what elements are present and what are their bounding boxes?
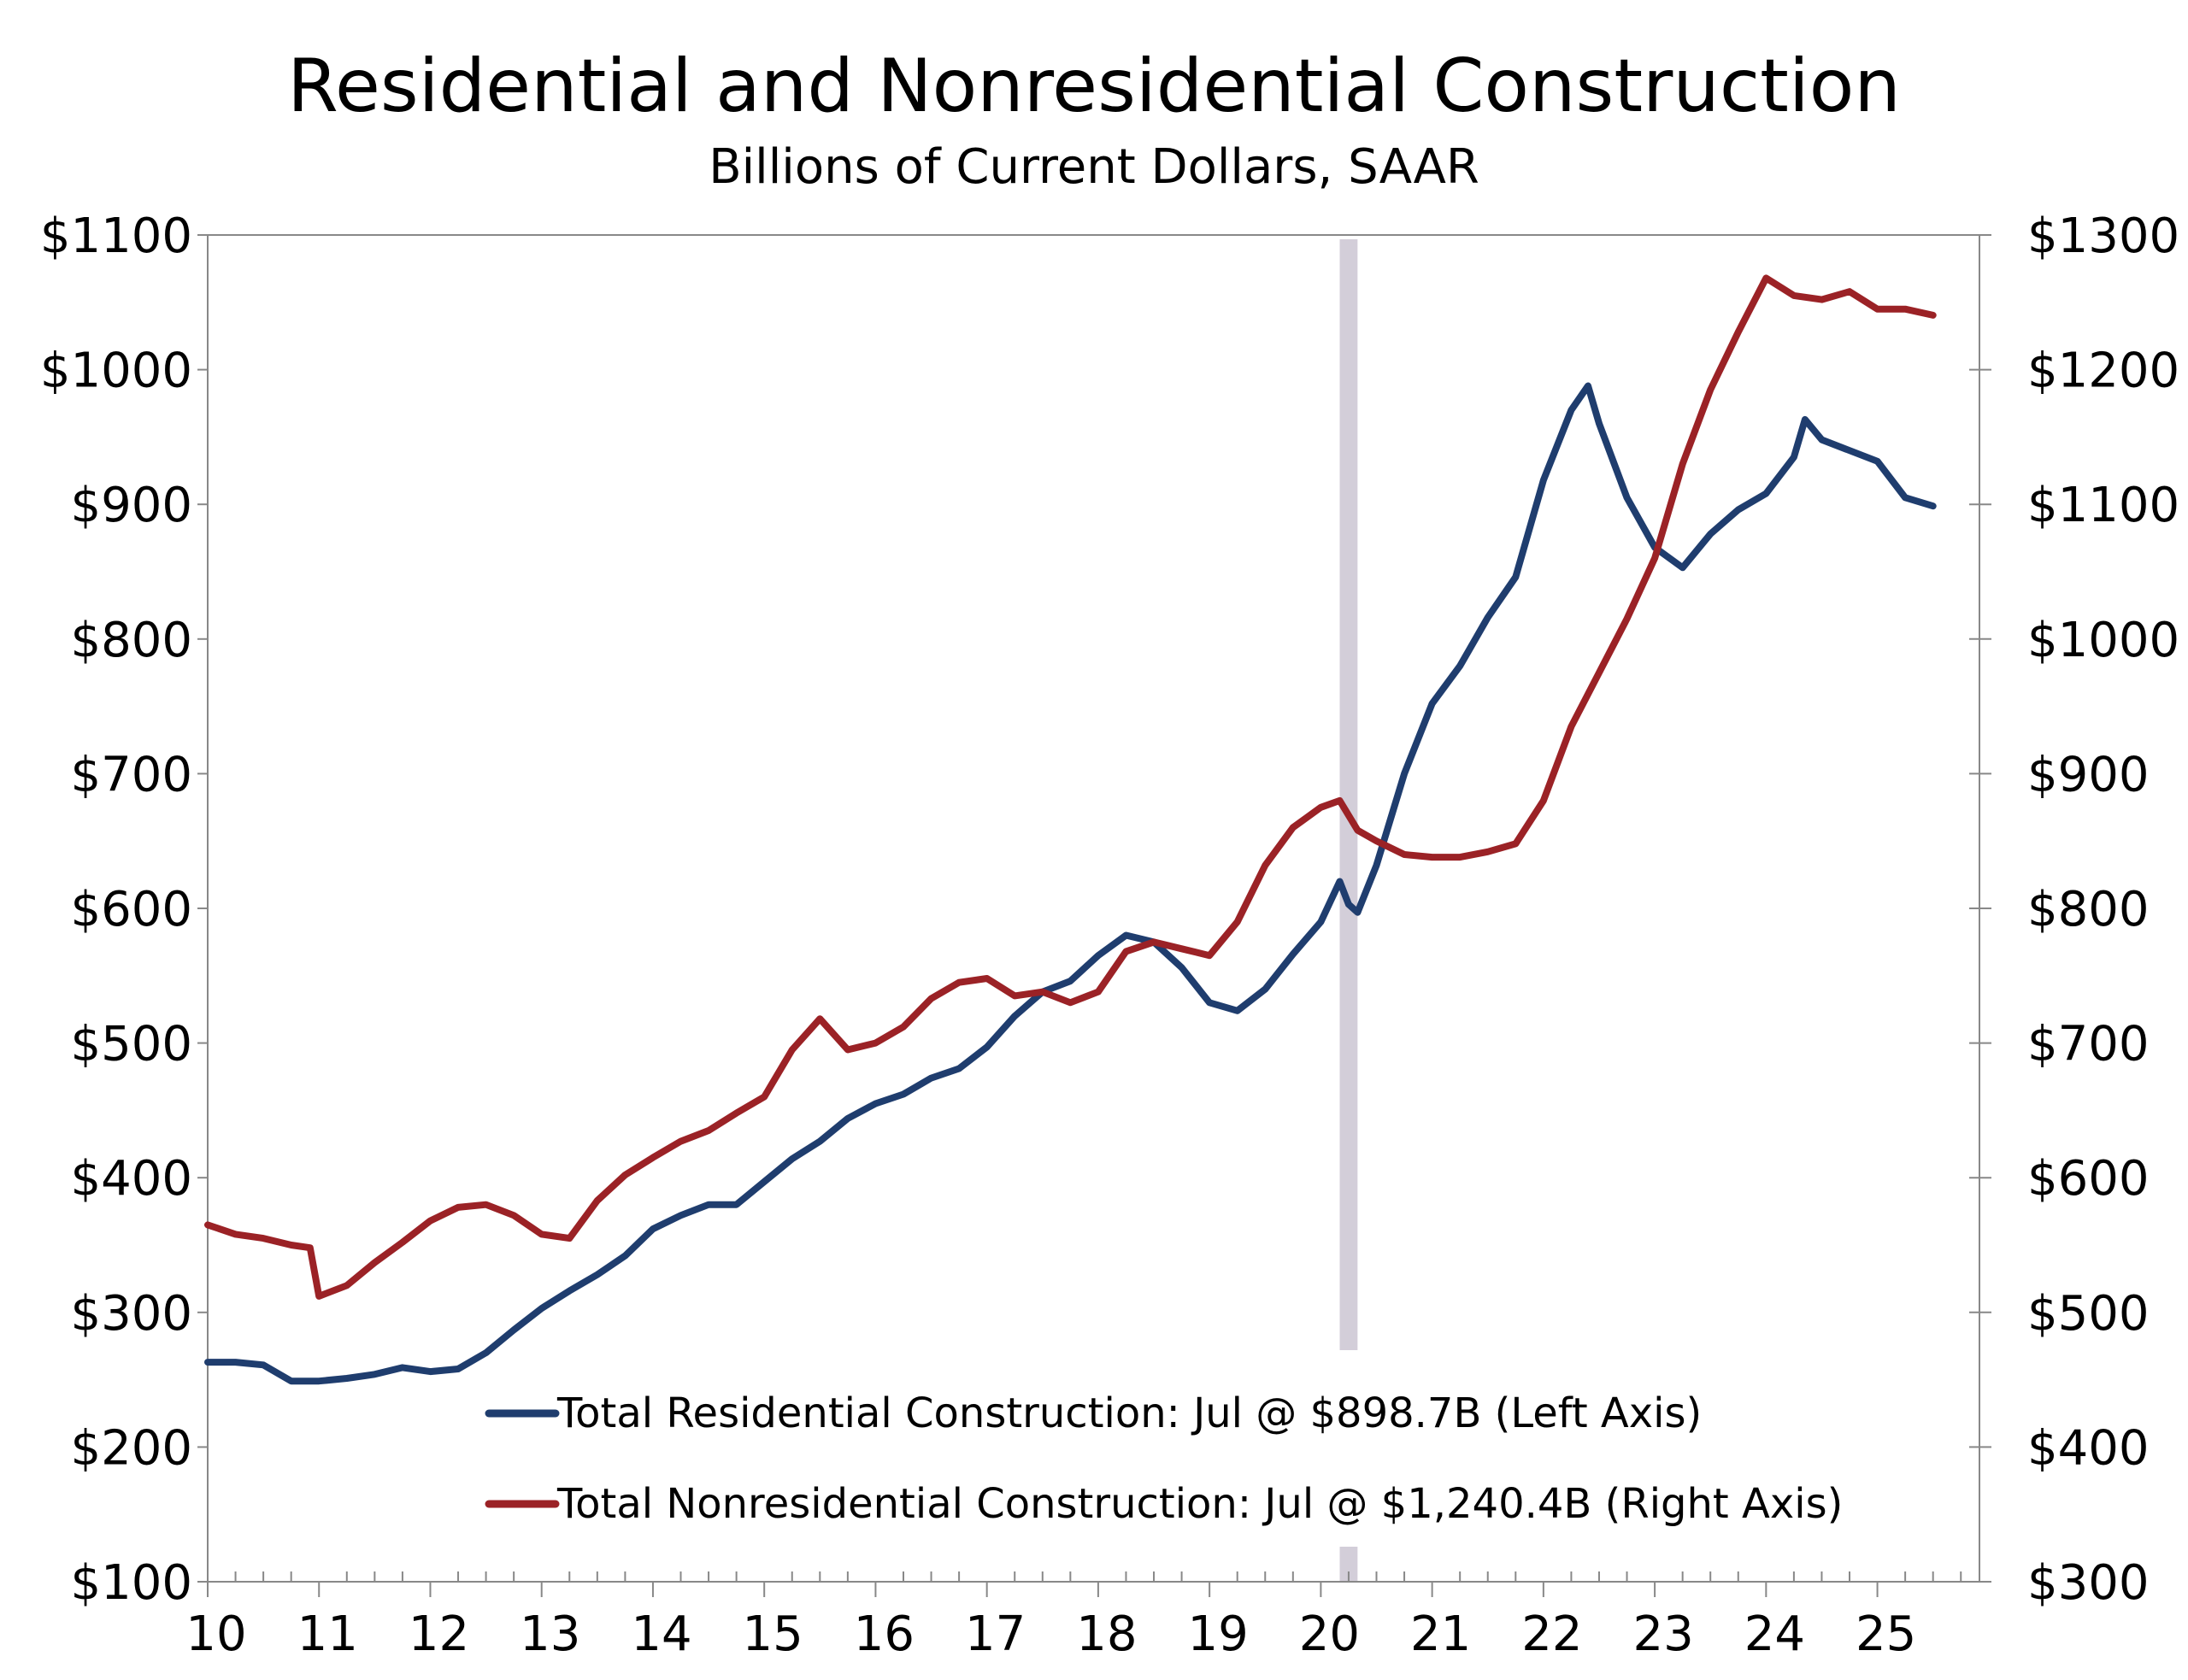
left-tick-label: $700 — [70, 747, 192, 802]
axis-ticks: $100 $200 $300 $400 $500 $600 $700 $800 $900 $100… — [40, 209, 2179, 1662]
x-tick-label: 18 — [1076, 1607, 1137, 1662]
right-tick-label: $300 — [2027, 1555, 2150, 1611]
left-tick-label: $500 — [70, 1017, 192, 1072]
recession-band — [1339, 239, 1358, 1582]
x-tick-label: 14 — [631, 1607, 691, 1662]
right-tick-label: $1100 — [2027, 478, 2179, 533]
series-line-residential — [204, 382, 1937, 1385]
right-tick-label: $500 — [2027, 1286, 2150, 1342]
right-tick-label: $400 — [2027, 1420, 2150, 1476]
x-tick-label: 23 — [1632, 1607, 1693, 1662]
left-tick-label: $800 — [70, 613, 192, 668]
right-tick-label: $900 — [2027, 747, 2150, 802]
x-tick-label: 16 — [854, 1607, 915, 1662]
x-tick-label: 25 — [1856, 1607, 1916, 1662]
x-tick-label: 17 — [965, 1607, 1026, 1662]
x-tick-label: 24 — [1744, 1607, 1805, 1662]
legend-box — [466, 1350, 1944, 1547]
x-tick-label: 19 — [1188, 1607, 1249, 1662]
x-tick-label: 15 — [743, 1607, 803, 1662]
x-tick-label: 21 — [1410, 1607, 1471, 1662]
left-tick-label: $300 — [70, 1286, 192, 1342]
right-tick-label: $1300 — [2027, 209, 2179, 264]
left-tick-label: $900 — [70, 478, 192, 533]
right-tick-label: $800 — [2027, 882, 2150, 937]
series-lines — [204, 274, 1937, 1385]
left-tick-label: $1000 — [40, 344, 192, 399]
right-tick-label: $1200 — [2027, 344, 2179, 399]
left-tick-label: $100 — [70, 1555, 192, 1611]
legend: Total Residential Construction: Jul @ $8… — [485, 1389, 1843, 1528]
right-tick-label: $600 — [2027, 1151, 2150, 1207]
x-tick-label: 20 — [1299, 1607, 1360, 1662]
left-tick-label: $1100 — [40, 209, 192, 264]
chart-title: Residential and Nonresidential Construct… — [287, 44, 1901, 129]
x-tick-label: 10 — [185, 1607, 246, 1662]
x-tick-label: 22 — [1521, 1607, 1582, 1662]
x-tick-label: 11 — [297, 1607, 358, 1662]
legend-label-nonresidential: Total Nonresidential Construction: Jul @… — [556, 1480, 1843, 1528]
legend-label-residential: Total Residential Construction: Jul @ $8… — [556, 1389, 1702, 1437]
right-tick-label: $700 — [2027, 1017, 2150, 1072]
x-tick-label: 13 — [520, 1607, 580, 1662]
chart-subtitle: Billions of Current Dollars, SAAR — [709, 139, 1479, 195]
x-tick-label: 12 — [409, 1607, 469, 1662]
left-tick-label: $400 — [70, 1151, 192, 1207]
right-tick-label: $1000 — [2027, 613, 2179, 668]
left-tick-label: $600 — [70, 882, 192, 937]
left-tick-label: $200 — [70, 1420, 192, 1476]
series-line-nonresidential — [204, 274, 1937, 1300]
